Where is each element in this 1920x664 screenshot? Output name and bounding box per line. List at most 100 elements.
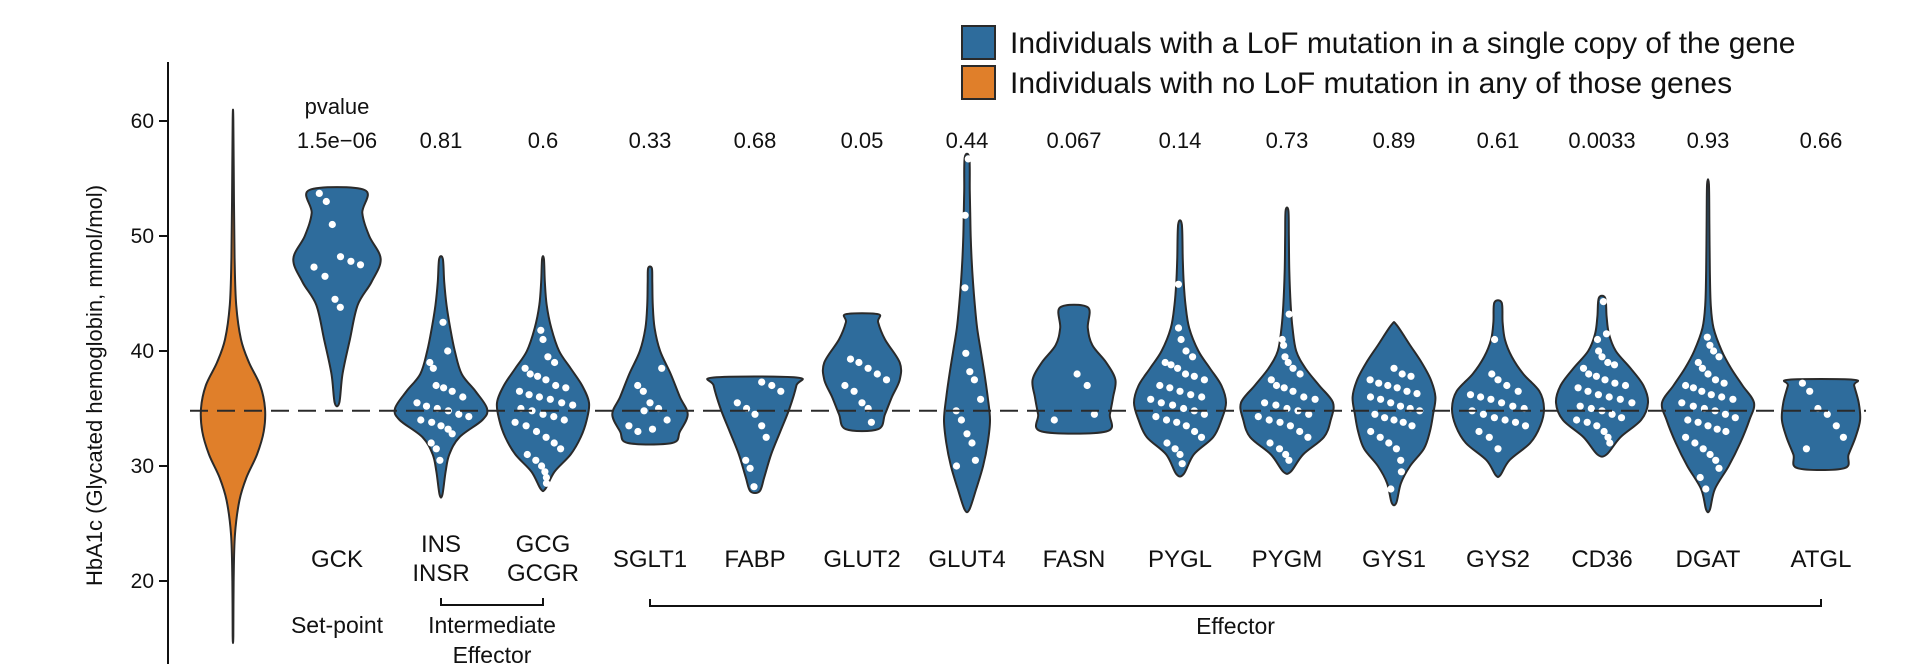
data-point <box>1286 422 1294 430</box>
data-point <box>777 387 785 395</box>
data-point <box>448 387 456 395</box>
legend-swatch <box>961 65 996 100</box>
data-point <box>1397 468 1405 476</box>
violins <box>199 108 1862 645</box>
data-point <box>535 393 544 401</box>
data-point <box>542 473 551 482</box>
data-point <box>1200 376 1208 384</box>
y-tick-label: 20 <box>131 570 154 593</box>
y-tick-label: 40 <box>131 340 154 363</box>
data-point <box>639 387 647 395</box>
data-point <box>544 353 552 361</box>
gene-label: GLUT2 <box>823 546 900 573</box>
data-point <box>971 456 980 464</box>
data-point <box>1605 393 1613 401</box>
data-point <box>552 381 560 390</box>
data-point <box>1606 439 1614 447</box>
data-point <box>1475 427 1483 436</box>
data-point <box>1608 410 1616 418</box>
data-point <box>356 261 365 269</box>
data-point <box>768 381 776 390</box>
data-point <box>1691 439 1699 447</box>
data-point <box>1300 393 1308 401</box>
gene-label: GLUT4 <box>928 546 1005 573</box>
data-point <box>1823 410 1831 418</box>
data-point <box>1678 399 1686 407</box>
data-point <box>539 410 547 418</box>
data-point <box>1593 422 1601 430</box>
violin-gys2 <box>1450 299 1546 479</box>
gene-label-line2: GCGR <box>507 560 579 587</box>
data-point <box>322 197 330 206</box>
data-point <box>1600 427 1608 436</box>
data-point <box>846 355 855 363</box>
data-point <box>550 439 558 447</box>
gene-label: CD36 <box>1571 546 1632 573</box>
data-point <box>1616 395 1624 403</box>
group-label-line2: Effector <box>453 642 532 664</box>
data-point <box>658 364 666 372</box>
data-point <box>1494 376 1502 384</box>
data-point <box>1592 372 1600 380</box>
pvalue-label: 0.61 <box>1477 128 1520 153</box>
data-point <box>1689 384 1697 392</box>
data-point <box>742 456 750 464</box>
y-axis-title: HbA1c (Glycated hemoglobin, mmol/mol) <box>82 185 107 586</box>
data-point <box>970 376 979 384</box>
group-label: Intermediate <box>428 612 556 638</box>
data-point <box>750 483 758 491</box>
violin-cd36 <box>1554 294 1650 458</box>
data-point <box>864 364 872 372</box>
data-point <box>1272 401 1280 409</box>
violin-gcg <box>495 255 591 493</box>
data-point <box>432 381 440 390</box>
data-point <box>413 399 421 407</box>
data-point <box>1180 404 1188 413</box>
data-point <box>1509 402 1517 410</box>
y-tick-label: 30 <box>131 455 154 478</box>
data-point <box>569 401 577 409</box>
gene-label: SGLT1 <box>613 546 687 573</box>
data-point <box>1712 456 1720 464</box>
data-point <box>1174 280 1182 288</box>
data-point <box>1187 391 1195 399</box>
data-point <box>1267 376 1275 384</box>
data-point <box>1832 422 1840 430</box>
data-point <box>1722 427 1730 436</box>
data-point <box>1281 353 1289 361</box>
data-point <box>532 427 541 436</box>
data-point <box>515 387 524 395</box>
data-point <box>1304 433 1312 441</box>
data-point <box>1703 333 1711 341</box>
data-point <box>1174 324 1183 332</box>
pvalue-label: 0.44 <box>946 128 989 153</box>
data-point <box>1390 416 1398 424</box>
data-point <box>1595 347 1603 355</box>
data-point <box>858 399 866 407</box>
data-point <box>1718 393 1726 401</box>
data-point <box>1403 387 1411 395</box>
data-point <box>1689 402 1697 410</box>
data-point <box>422 402 431 410</box>
data-point <box>1198 393 1206 401</box>
data-point <box>1278 335 1286 344</box>
data-point <box>1366 393 1375 401</box>
data-point <box>1174 364 1182 372</box>
data-point <box>1715 464 1723 472</box>
data-point <box>762 433 770 441</box>
data-point <box>426 358 434 367</box>
legend-label: Individuals with no LoF mutation in any … <box>1010 67 1732 100</box>
data-point <box>1408 422 1416 430</box>
data-point <box>1731 414 1739 422</box>
data-point <box>1393 384 1401 392</box>
data-point <box>542 479 551 487</box>
data-point <box>1254 413 1262 421</box>
data-point <box>1501 416 1509 424</box>
data-point <box>1296 427 1304 436</box>
pvalue-label: 0.89 <box>1373 128 1416 153</box>
violin-fasn <box>1031 303 1117 435</box>
data-point <box>522 422 530 430</box>
data-point <box>1466 391 1475 399</box>
data-point <box>841 381 849 390</box>
violin-gys1 <box>1351 320 1437 507</box>
